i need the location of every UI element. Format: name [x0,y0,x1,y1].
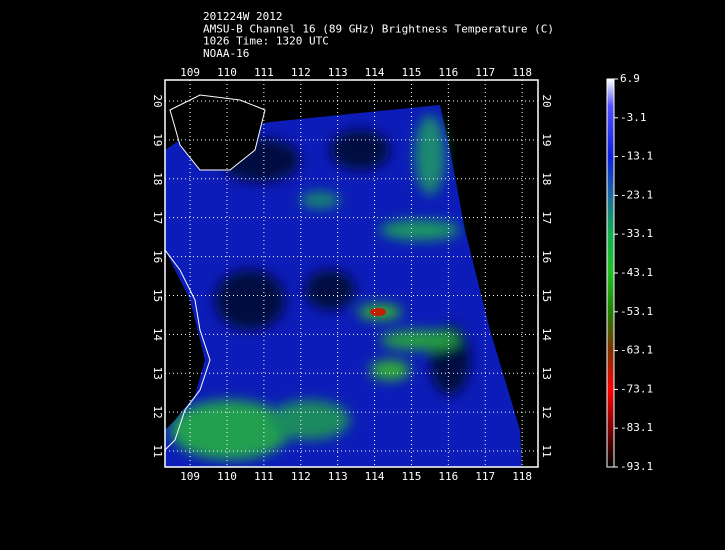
coastline [165,249,211,451]
lon-label-bottom: 117 [475,470,495,483]
lat-label-right: 14 [540,328,553,342]
lon-label-top: 114 [365,66,385,79]
lat-label-left: 19 [151,133,164,146]
colorbar-label: -13.1 [620,150,653,163]
lon-label-bottom: 115 [402,470,422,483]
lat-label-left: 13 [151,367,164,380]
lat-label-right: 17 [540,211,553,224]
lon-label-bottom: 110 [217,470,237,483]
lon-label-bottom: 109 [180,470,200,483]
lon-label-top: 111 [254,66,274,79]
lat-label-right: 15 [540,289,553,302]
lon-label-bottom: 118 [512,470,532,483]
map-frame [164,79,539,468]
colorbar-label: -63.1 [620,344,653,357]
lon-label-top: 109 [180,66,200,79]
lon-label-bottom: 114 [365,470,385,483]
lon-label-bottom: 113 [328,470,348,483]
lat-label-right: 11 [540,444,553,457]
lat-label-right: 12 [540,406,553,419]
lat-label-right: 20 [540,94,553,107]
lat-label-left: 20 [151,94,164,107]
imagery [165,80,522,467]
colorbar-label: 6.9 [620,72,640,85]
colorbar-label: -33.1 [620,227,653,240]
lon-label-top: 117 [475,66,495,79]
colorbar-label: -23.1 [620,188,653,201]
lat-label-left: 16 [151,250,164,263]
lat-label-left: 11 [151,444,164,457]
colorbar-label: -53.1 [620,305,653,318]
lon-label-bottom: 112 [291,470,311,483]
lon-label-top: 110 [217,66,237,79]
lon-label-bottom: 111 [254,470,274,483]
lon-label-top: 112 [291,66,311,79]
colorbar-label: -83.1 [620,421,653,434]
lat-label-left: 14 [151,328,164,342]
grid [165,80,538,467]
lat-label-left: 15 [151,289,164,302]
lat-label-left: 17 [151,211,164,224]
lon-label-top: 115 [402,66,422,79]
header-line: 1026 Time: 1320 UTC [203,35,329,48]
header-line: AMSU-B Channel 16 (89 GHz) Brightness Te… [203,22,554,35]
lon-label-top: 113 [328,66,348,79]
lat-label-left: 18 [151,172,164,185]
lon-label-top: 118 [512,66,532,79]
lat-label-right: 16 [540,250,553,263]
lat-label-left: 12 [151,406,164,419]
lat-label-right: 18 [540,172,553,185]
lon-label-top: 116 [438,66,458,79]
hot-spot [370,308,386,316]
colorbar-label: -93.1 [620,460,653,473]
colorbar [606,78,615,468]
land [165,80,205,430]
island [169,94,266,171]
colorbar-label: -43.1 [620,266,653,279]
colorbar-label: -3.1 [620,111,647,124]
lon-label-bottom: 116 [438,470,458,483]
lat-label-right: 13 [540,367,553,380]
colorbar-label: -73.1 [620,382,653,395]
header-line: NOAA-16 [203,47,249,60]
header-line: 201224W 2012 [203,10,282,23]
lat-label-right: 19 [540,133,553,146]
